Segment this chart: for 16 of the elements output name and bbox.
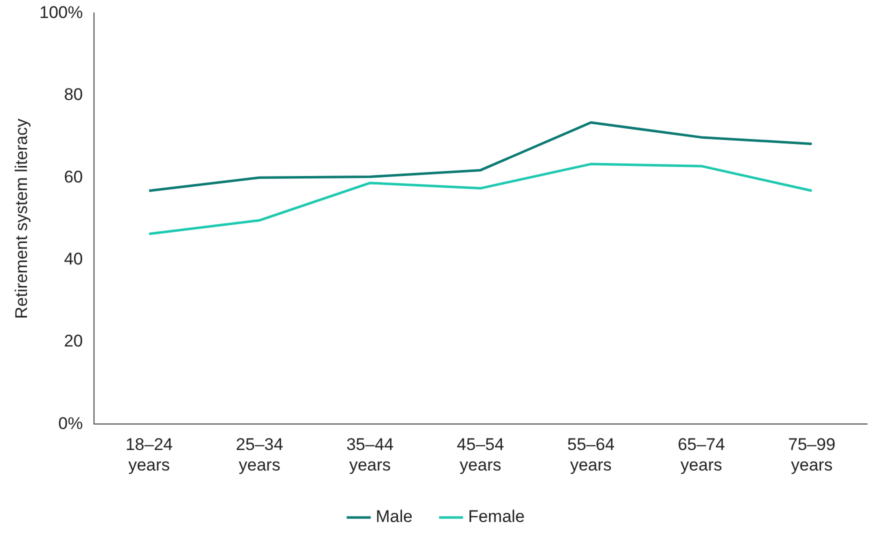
y-axis-title: Retirement system literacy: [12, 118, 31, 319]
x-tick-label: 65–74 years: [678, 435, 725, 474]
x-tick-label: 18–24 years: [125, 435, 173, 474]
x-tick-label: 55–64 years: [567, 435, 615, 474]
y-tick-label: 40: [64, 249, 83, 268]
y-tick-label: 60: [64, 167, 83, 186]
legend-label: Female: [468, 507, 525, 526]
x-tick-label: 35–44 years: [346, 435, 394, 474]
x-tick-label: 45–54 years: [456, 435, 504, 474]
x-tick-label: 75–99 years: [788, 435, 836, 474]
y-tick-label: 100%: [39, 2, 83, 22]
x-tick-label: 25–34 years: [236, 435, 284, 474]
y-tick-label: 0%: [58, 414, 83, 433]
legend-label: Male: [376, 507, 413, 526]
y-tick-label: 20: [64, 332, 83, 351]
y-tick-label: 80: [64, 85, 83, 104]
